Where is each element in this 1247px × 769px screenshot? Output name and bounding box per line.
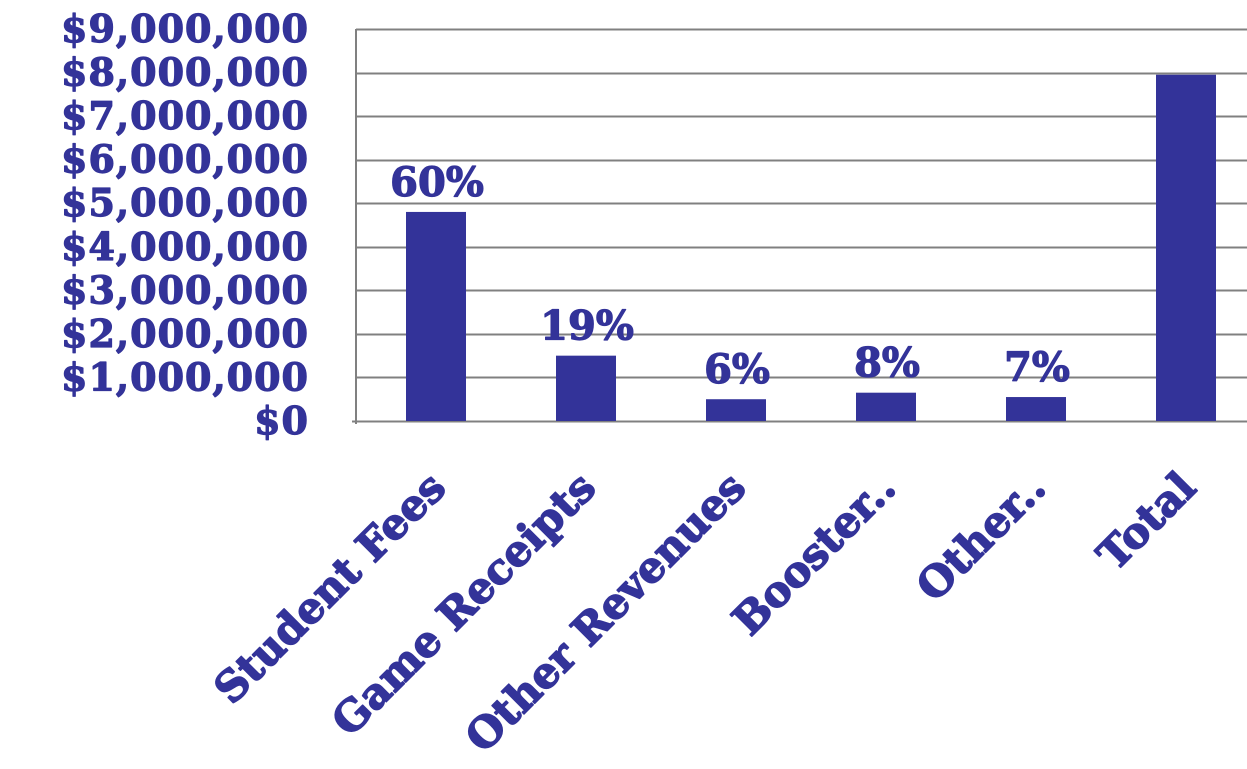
bar — [1156, 74, 1216, 421]
x-tick-label: Other Revenues — [456, 462, 755, 761]
y-tick-label: $7,000,000 — [61, 93, 309, 138]
x-tick-label: Other.. — [907, 462, 1055, 610]
y-tick-label: $3,000,000 — [61, 267, 309, 312]
y-tick-label: $0 — [254, 398, 309, 443]
data-label: 19% — [540, 303, 634, 350]
y-tick-label: $9,000,000 — [61, 6, 309, 51]
data-label: 60% — [390, 159, 484, 206]
data-label: 6% — [704, 346, 770, 393]
bar — [1006, 397, 1066, 421]
x-tick-label: Total — [1088, 462, 1205, 579]
bar — [856, 392, 916, 421]
bar — [406, 211, 466, 421]
y-tick-label: $8,000,000 — [61, 50, 309, 95]
y-tick-label: $4,000,000 — [61, 224, 309, 269]
x-tick-label: Game Receipts — [322, 462, 605, 745]
x-tick-label: Booster.. — [723, 462, 905, 644]
y-tick-label: $6,000,000 — [61, 137, 309, 182]
bar — [556, 355, 616, 421]
data-label: 8% — [854, 340, 920, 387]
data-label: 7% — [1004, 344, 1070, 391]
y-tick-label: $1,000,000 — [61, 354, 309, 399]
bar — [706, 399, 766, 421]
y-tick-label: $5,000,000 — [61, 180, 309, 225]
y-tick-label: $2,000,000 — [61, 311, 309, 356]
